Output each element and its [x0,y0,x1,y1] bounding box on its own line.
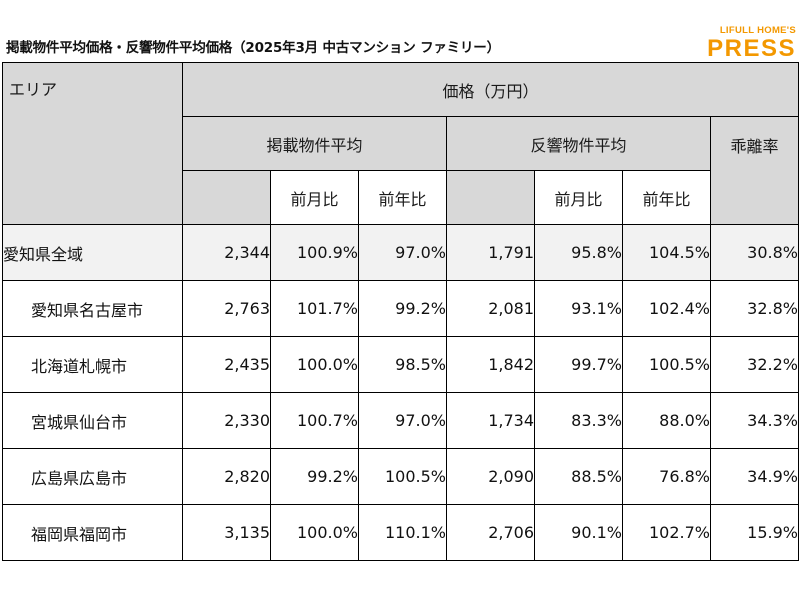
listing-yoy: 99.2% [358,280,447,337]
listing-mom: 100.0% [270,336,359,393]
listing-price: 2,330 [182,392,271,449]
listing-yoy: 98.5% [358,336,447,393]
divergence-rate: 34.9% [710,448,799,505]
page-title: 掲載物件平均価格・反響物件平均価格（2025年3月 中古マンション ファミリー） [6,40,500,56]
listing-value-header-blank [182,170,271,225]
logo-main-text: PRESS [707,35,796,62]
table-row-total: 愛知県全域 2,344 100.9% 97.0% 1,791 95.8% 104… [2,224,799,281]
lifull-homes-press-logo: LIFULL HOME'S PRESS [704,26,796,61]
area-column-header: エリア [2,62,183,225]
listing-yoy: 110.1% [358,504,447,561]
response-price: 1,791 [446,224,535,281]
listing-yoy: 97.0% [358,224,447,281]
listing-mom: 100.0% [270,504,359,561]
response-mom: 93.1% [534,280,623,337]
listing-yoy-header: 前年比 [358,170,447,225]
logo-sub-text: LIFULL HOME'S [719,25,796,36]
listing-average-header: 掲載物件平均 [182,116,447,171]
area-name: 北海道札幌市 [2,336,183,393]
response-average-header: 反響物件平均 [446,116,711,171]
listing-mom-header: 前月比 [270,170,359,225]
price-table: エリア 価格（万円） 掲載物件平均 反響物件平均 乖離率 前月比 前年比 前月比… [2,62,799,561]
response-yoy: 104.5% [622,224,711,281]
price-column-header: 価格（万円） [182,62,799,117]
divergence-rate: 32.8% [710,280,799,337]
listing-mom: 100.9% [270,224,359,281]
area-name: 愛知県全域 [2,224,183,281]
table-row: 宮城県仙台市 2,330 100.7% 97.0% 1,734 83.3% 88… [2,392,799,449]
listing-price: 2,763 [182,280,271,337]
divergence-rate: 30.8% [710,224,799,281]
listing-price: 2,820 [182,448,271,505]
table-row: 福岡県福岡市 3,135 100.0% 110.1% 2,706 90.1% 1… [2,504,799,561]
table-row: 北海道札幌市 2,435 100.0% 98.5% 1,842 99.7% 10… [2,336,799,393]
response-mom: 95.8% [534,224,623,281]
listing-price: 2,435 [182,336,271,393]
divergence-rate: 15.9% [710,504,799,561]
response-price: 2,090 [446,448,535,505]
response-mom-header: 前月比 [534,170,623,225]
response-yoy-header: 前年比 [622,170,711,225]
response-mom: 83.3% [534,392,623,449]
response-yoy: 102.7% [622,504,711,561]
table-row: 愛知県名古屋市 2,763 101.7% 99.2% 2,081 93.1% 1… [2,280,799,337]
listing-price: 3,135 [182,504,271,561]
response-value-header-blank [446,170,535,225]
listing-yoy: 100.5% [358,448,447,505]
response-mom: 88.5% [534,448,623,505]
listing-mom: 100.7% [270,392,359,449]
response-mom: 90.1% [534,504,623,561]
listing-mom: 101.7% [270,280,359,337]
listing-price: 2,344 [182,224,271,281]
response-yoy: 88.0% [622,392,711,449]
response-yoy: 100.5% [622,336,711,393]
listing-yoy: 97.0% [358,392,447,449]
divergence-rate-header: 乖離率 [710,116,799,225]
response-yoy: 102.4% [622,280,711,337]
area-name: 愛知県名古屋市 [2,280,183,337]
response-price: 2,081 [446,280,535,337]
response-price: 1,734 [446,392,535,449]
divergence-rate: 34.3% [710,392,799,449]
response-price: 1,842 [446,336,535,393]
response-yoy: 76.8% [622,448,711,505]
divergence-rate: 32.2% [710,336,799,393]
table-row: 広島県広島市 2,820 99.2% 100.5% 2,090 88.5% 76… [2,448,799,505]
area-name: 宮城県仙台市 [2,392,183,449]
area-name: 福岡県福岡市 [2,504,183,561]
area-name: 広島県広島市 [2,448,183,505]
response-price: 2,706 [446,504,535,561]
listing-mom: 99.2% [270,448,359,505]
response-mom: 99.7% [534,336,623,393]
